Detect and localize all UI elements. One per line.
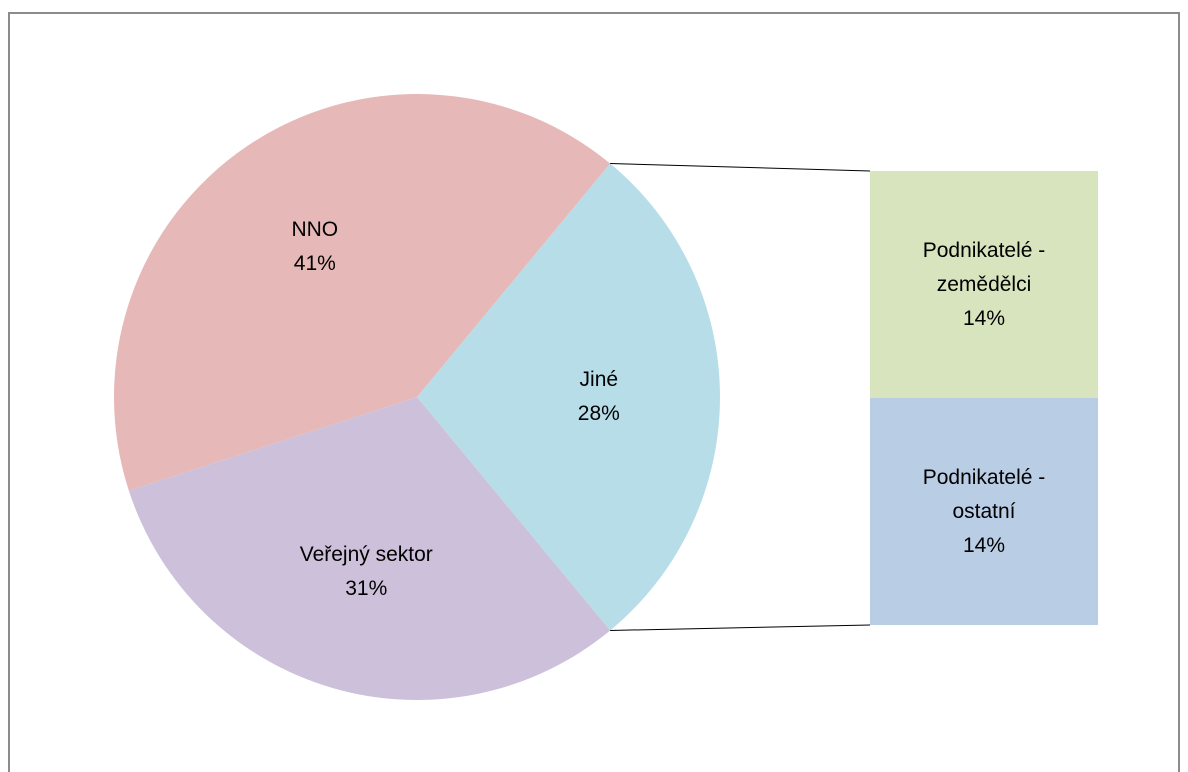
bar-segment — [870, 171, 1098, 398]
label-name: Podnikatelé - ostatní — [922, 465, 1046, 523]
pie-slice — [417, 163, 720, 631]
label-value: 31% — [345, 576, 388, 600]
label-name: Podnikatelé - zemědělci — [922, 238, 1046, 296]
label-value: 14% — [962, 533, 1006, 557]
label-value: 14% — [962, 306, 1006, 330]
data-label: Podnikatelé - ostatní 14% — [894, 461, 1074, 563]
data-label: NNO 41% — [215, 213, 415, 281]
label-name: NNO — [291, 217, 339, 241]
data-label: Podnikatelé - zemědělci 14% — [894, 234, 1074, 336]
label-value: 41% — [293, 251, 336, 275]
label-name: Veřejný sektor — [299, 542, 433, 566]
pie-slice — [113, 94, 611, 491]
connector-line — [610, 624, 871, 631]
data-label: Veřejný sektor 31% — [266, 538, 466, 606]
pie-slice — [128, 397, 611, 700]
label-name: Jiné — [579, 368, 619, 391]
label-value: 28% — [577, 402, 620, 425]
bar-segment — [870, 398, 1098, 625]
data-label: Jiné 28% — [499, 363, 699, 431]
connector-line — [610, 163, 871, 172]
